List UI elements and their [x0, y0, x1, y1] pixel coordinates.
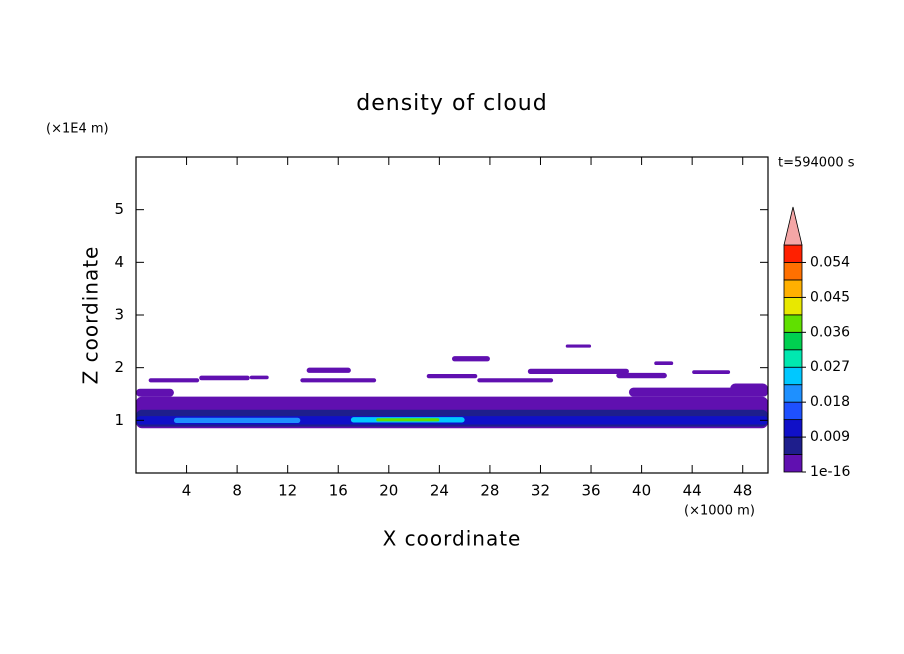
colorbar-tick-label: 0.009	[810, 429, 850, 445]
contour-region	[300, 378, 377, 383]
contour-region	[199, 375, 250, 381]
colorbar-box	[783, 436, 803, 455]
x-tick-label: 36	[581, 482, 600, 500]
contour-region	[173, 417, 301, 423]
contour-region	[376, 418, 440, 422]
contour-region	[616, 372, 667, 379]
x-tick-label: 24	[430, 482, 449, 500]
y-tick-label: 4	[114, 253, 124, 271]
colorbar-tick-label: 0.054	[810, 254, 850, 270]
colorbar-box	[783, 279, 803, 298]
y-tick-label: 1	[114, 411, 124, 429]
contour-region	[730, 383, 768, 394]
colorbar-box	[783, 262, 803, 281]
x-tick-label: 16	[329, 482, 348, 500]
colorbar-tick-label: 0.045	[810, 289, 850, 305]
x-tick-label: 40	[632, 482, 651, 500]
contour-region	[565, 344, 592, 348]
y-tick-label: 3	[114, 306, 124, 324]
contour-region	[654, 361, 674, 366]
colorbar-box	[783, 349, 803, 368]
contour-region	[136, 388, 174, 397]
colorbar-tick-label: 0.036	[810, 324, 850, 340]
colorbar-tick-label: 1e-16	[810, 464, 850, 480]
colorbar-box	[783, 454, 803, 473]
y-axis-label: Z coordinate	[79, 246, 103, 385]
colorbar-box	[783, 419, 803, 438]
contour-region	[452, 356, 490, 362]
x-tick-label: 4	[182, 482, 192, 500]
x-tick-label: 48	[733, 482, 752, 500]
contour-region	[527, 368, 629, 374]
contour-region	[306, 367, 351, 373]
colorbar-box	[783, 244, 803, 263]
x-unit: (×1000 m)	[684, 504, 755, 519]
colorbar-box	[783, 401, 803, 421]
colorbar-box	[783, 331, 803, 351]
colorbar-box	[783, 366, 803, 386]
y-tick-label: 2	[114, 358, 124, 376]
contour-region	[249, 375, 269, 380]
colorbar-box	[783, 296, 803, 316]
colorbar-tick-label: 0.027	[810, 359, 850, 375]
contour-region	[692, 370, 731, 374]
x-tick-label: 8	[232, 482, 242, 500]
colorbar-box	[783, 384, 803, 403]
contour-region	[426, 373, 478, 379]
colorbar-extend	[783, 206, 803, 246]
y-unit: (×1E4 m)	[46, 122, 109, 137]
x-axis-label: X coordinate	[383, 527, 522, 551]
chart-title: density of cloud	[356, 91, 547, 116]
colorbar-box	[783, 314, 803, 333]
contour-region	[148, 378, 200, 383]
time-label: t=594000 s	[778, 156, 855, 171]
x-tick-label: 12	[278, 482, 297, 500]
x-tick-label: 28	[480, 482, 499, 500]
x-tick-label: 32	[531, 482, 550, 500]
x-tick-label: 44	[683, 482, 702, 500]
contour-region	[477, 378, 554, 383]
colorbar-tick-label: 0.018	[810, 394, 850, 410]
y-tick-label: 5	[114, 200, 124, 218]
x-tick-label: 20	[379, 482, 398, 500]
